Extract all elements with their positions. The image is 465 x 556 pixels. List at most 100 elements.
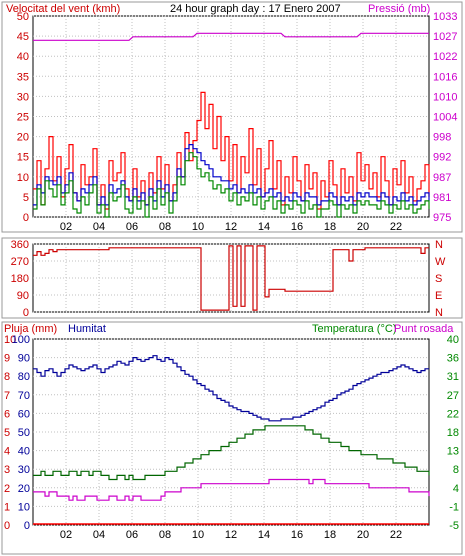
wind-line [33,144,430,206]
rain-y-tick: 7 [4,390,10,402]
temperature-y-tick: 13 [447,446,459,458]
compass-y-tick: W [435,256,446,268]
rain-axis-label: Pluja (mm) [4,323,57,335]
direction-line [33,245,429,311]
x-tick-label: 10 [192,529,204,541]
direction-y-tick: 180 [11,273,29,285]
wind-y-tick: 15 [17,152,29,164]
x-tick-label: 04 [93,221,105,233]
x-tick-label: 14 [258,221,270,233]
compass-y-tick: S [435,273,442,285]
x-tick-label: 18 [324,221,336,233]
humidity-y-tick: 10 [18,501,30,513]
dewpoint-line [33,478,430,501]
temperature-y-tick: 4 [453,483,459,495]
wind-axis-label: Velocitat del vent (kmh) [6,3,120,15]
humidity-axis-label: Humitat [68,323,106,335]
humidity-y-tick: 40 [18,446,30,458]
pressure-y-tick: 1027 [433,31,457,43]
pressure-line [33,32,429,41]
direction-grid [33,243,429,313]
average-line [33,152,430,218]
wind-y-tick: 20 [17,132,29,144]
rain-y-tick: 3 [4,464,10,476]
compass-y-tick: N [435,239,443,251]
temperature-y-tick: 18 [447,427,459,439]
temperature-y-tick: 31 [447,371,459,383]
wind-grid [33,15,429,218]
x-tick-label: 12 [225,529,237,541]
temperature-grid [33,338,429,526]
rain-y-tick: 0 [4,520,10,532]
wind-series [33,32,430,218]
pressure-y-tick: 992 [433,152,451,164]
x-tick-label: 20 [357,529,369,541]
pressure-axis-label: Pressió (mb) [368,3,430,15]
wind-y-tick: 0 [23,212,29,224]
pressure-y-tick: 1004 [433,112,457,124]
x-tick-label: 16 [291,221,303,233]
rain-y-tick: 6 [4,408,10,420]
x-tick-label: 22 [390,221,402,233]
humidity-y-tick: 80 [18,371,30,383]
temperature-y-tick: -1 [449,501,459,513]
temperature-y-tick: -5 [449,520,459,532]
rain-y-tick: 2 [4,483,10,495]
pressure-y-tick: 998 [433,132,451,144]
temperature-y-tick: 27 [447,390,459,402]
wind-y-tick: 50 [17,11,29,23]
temperature-panel-border [1,321,463,555]
pressure-y-tick: 981 [433,192,451,204]
pressure-y-tick: 975 [433,212,451,224]
wind-y-tick: 25 [17,112,29,124]
temperature-y-tick: 8 [453,464,459,476]
x-tick-label: 20 [357,221,369,233]
x-tick-label: 18 [324,529,336,541]
rain-y-tick: 4 [4,446,10,458]
wind-tick-labels: 0510152025303540455097598198799299810041… [17,11,458,233]
x-tick-label: 14 [258,529,270,541]
wind-y-tick: 10 [17,172,29,184]
temperature-y-tick: 40 [447,334,459,346]
temperature-series [33,355,430,525]
humidity-y-tick: 100 [12,334,30,346]
temperature-axis-label: Temperatura (°C) [312,323,396,335]
x-tick-label: 08 [159,529,171,541]
temperature-y-tick: 36 [447,353,459,365]
wind-y-tick: 40 [17,51,29,63]
compass-y-tick: E [435,290,442,302]
wind-panel-border [1,1,463,233]
x-tick-label: 04 [93,529,105,541]
direction-y-tick: 0 [23,307,29,319]
x-tick-label: 06 [126,221,138,233]
wind-y-tick: 30 [17,91,29,103]
pressure-y-tick: 1022 [433,51,457,63]
temperature-tick-labels: 0123456789100102030405060708090100-5-148… [4,334,459,541]
temperature-line [33,425,430,481]
wind-y-tick: 5 [23,192,29,204]
x-tick-label: 08 [159,221,171,233]
x-tick-label: 12 [225,221,237,233]
x-tick-label: 06 [126,529,138,541]
humidity-y-tick: 60 [18,408,30,420]
direction-series [33,245,429,311]
pressure-y-tick: 987 [433,172,451,184]
x-tick-label: 10 [192,221,204,233]
humidity-y-tick: 30 [18,464,30,476]
wind-y-tick: 35 [17,71,29,83]
humidity-y-tick: 0 [24,520,30,532]
pressure-y-tick: 1010 [433,91,457,103]
humidity-y-tick: 20 [18,483,30,495]
direction-y-tick: 360 [11,239,29,251]
x-tick-label: 16 [291,529,303,541]
pressure-y-tick: 1016 [433,71,457,83]
humidity-y-tick: 70 [18,390,30,402]
wind-y-tick: 45 [17,31,29,43]
rain-y-tick: 8 [4,371,10,383]
pressure-y-tick: 1033 [433,11,457,23]
compass-y-tick: N [435,307,443,319]
humidity-y-tick: 90 [18,353,30,365]
temperature-y-tick: 22 [447,408,459,420]
